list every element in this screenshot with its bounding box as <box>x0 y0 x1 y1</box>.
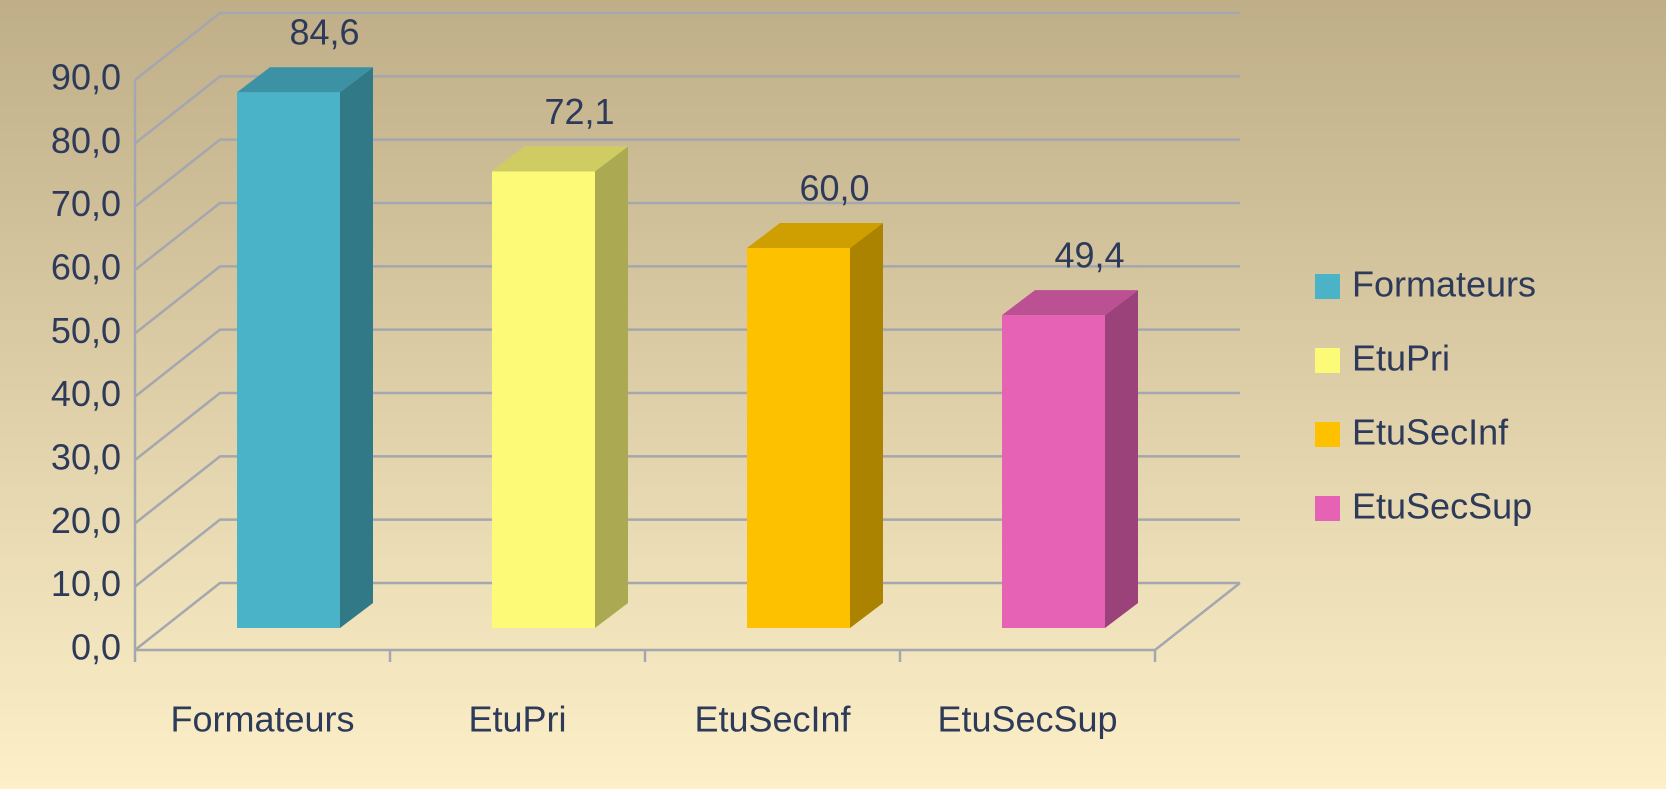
bar-side <box>1105 290 1138 628</box>
legend-swatch <box>1315 274 1340 299</box>
bar-side <box>595 146 628 628</box>
legend-swatch <box>1315 496 1340 521</box>
grid-line <box>134 328 1240 398</box>
y-tick-label: 60,0 <box>51 247 121 288</box>
y-tick-label: 90,0 <box>51 57 121 98</box>
y-tick-label: 10,0 <box>51 563 121 604</box>
x-tick-label: EtuSecInf <box>694 699 851 740</box>
legend-label: Formateurs <box>1352 264 1536 305</box>
legend-label: EtuSecInf <box>1352 412 1509 453</box>
legend-swatch <box>1315 348 1340 373</box>
y-tick-label: 70,0 <box>51 183 121 224</box>
x-tick-label: EtuPri <box>468 699 566 740</box>
grid-line <box>134 455 1240 525</box>
y-tick-label: 0,0 <box>71 627 121 668</box>
legend-label: EtuPri <box>1352 338 1450 379</box>
floor-right <box>1154 582 1241 651</box>
bar <box>237 92 340 628</box>
grid-line <box>134 265 1240 335</box>
y-tick-label: 30,0 <box>51 437 121 478</box>
grid-line <box>134 518 1240 588</box>
bar-top <box>747 223 883 248</box>
bar-top-shade <box>237 67 373 93</box>
bar-side <box>340 67 373 628</box>
bar-top-shade <box>747 223 883 248</box>
bar-top <box>492 146 628 172</box>
y-tick-label: 20,0 <box>51 500 121 541</box>
bar-top <box>1002 290 1138 316</box>
grid-line <box>134 201 1240 271</box>
bar-top-shade <box>492 146 628 172</box>
value-label: 49,4 <box>1054 235 1124 276</box>
grid-line <box>134 11 1240 81</box>
bar <box>1002 315 1105 628</box>
x-tick-label: EtuSecSup <box>937 699 1117 740</box>
value-label: 60,0 <box>799 168 869 209</box>
grid-line <box>134 391 1240 461</box>
bar-side-shade <box>850 223 883 628</box>
legend-swatch <box>1315 422 1340 447</box>
bar <box>492 171 595 628</box>
x-tick-label: Formateurs <box>170 699 354 740</box>
bar-side-shade <box>1105 290 1138 628</box>
grid-line <box>134 581 1240 651</box>
bar-side-shade <box>595 146 628 628</box>
bar-side-shade <box>340 67 373 628</box>
grid-line <box>134 75 1240 145</box>
y-tick-label: 50,0 <box>51 310 121 351</box>
bar-side <box>850 223 883 628</box>
bar <box>747 248 850 628</box>
grid-line <box>134 138 1240 208</box>
bar-top <box>237 67 373 93</box>
bar-top-shade <box>1002 290 1138 316</box>
legend-label: EtuSecSup <box>1352 486 1532 527</box>
value-label: 72,1 <box>544 91 614 132</box>
value-label: 84,6 <box>289 12 359 53</box>
y-tick-label: 80,0 <box>51 120 121 161</box>
y-tick-label: 40,0 <box>51 373 121 414</box>
